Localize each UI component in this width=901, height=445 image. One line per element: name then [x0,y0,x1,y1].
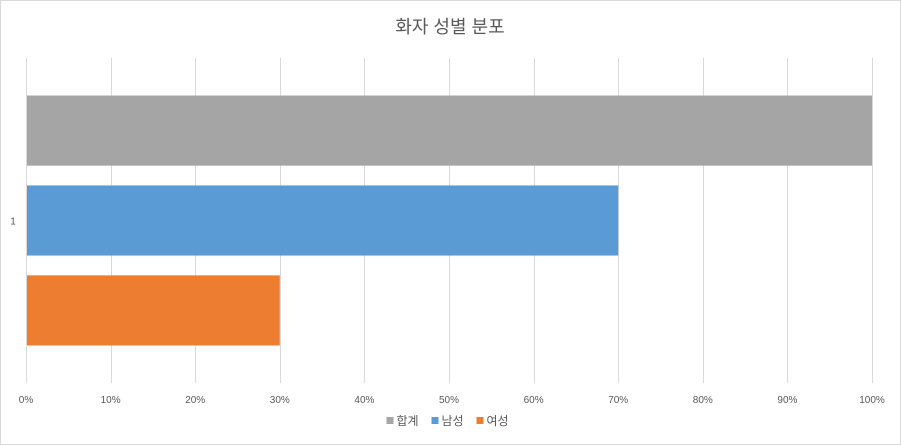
bar-합계 [27,95,872,166]
bar-여성 [27,275,280,346]
x-tick-label: 10% [101,395,121,406]
legend-label: 합계 [397,414,419,428]
legend-swatch [431,417,439,424]
bars [27,95,872,346]
x-tick-label: 80% [693,395,713,406]
x-tick-label: 30% [270,395,290,406]
x-tick-label: 0% [19,395,34,406]
x-tick-label: 90% [777,395,797,406]
x-tick-label: 100% [859,395,885,406]
legend-item: 여성 [476,414,509,428]
legend-label: 남성 [442,414,464,428]
chart-title: 화자 성별 분포 [395,17,504,37]
x-tick-label: 50% [439,395,459,406]
bar-남성 [27,185,619,256]
legend: 합계 남성 여성 [386,414,509,428]
legend-swatch [386,417,394,424]
legend-swatch [476,417,484,424]
legend-item: 합계 [386,414,419,428]
x-tick-label: 60% [524,395,544,406]
y-axis: 1 [10,58,27,383]
y-tick-label: 1 [10,217,16,228]
legend-label: 여성 [487,414,509,428]
x-tick-label: 70% [608,395,628,406]
x-axis: 0% 10% 20% 30% 40% 50% 60% 70% 80% 90% 100% [19,395,885,406]
x-tick-label: 40% [354,395,374,406]
legend-item: 남성 [431,414,464,428]
x-tick-label: 20% [185,395,205,406]
